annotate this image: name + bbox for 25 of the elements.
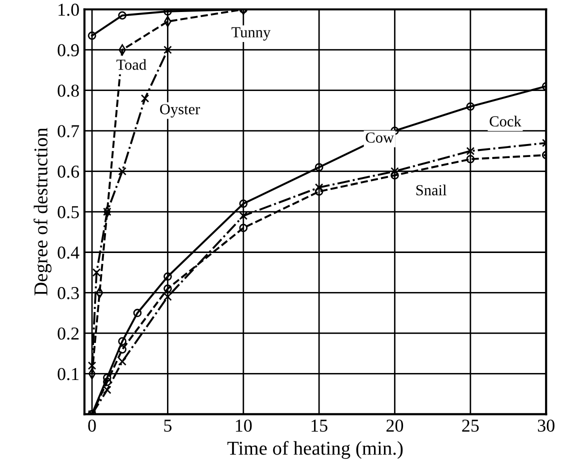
y-tick-label: 0.9 [58, 44, 79, 56]
y-tick-label: 0.8 [58, 84, 79, 97]
x-tick-label: 20 [386, 420, 404, 432]
annotation: Cow [366, 132, 394, 143]
x-tick-label: 15 [312, 420, 328, 432]
y-axis-title: Degree of destruction [34, 128, 52, 296]
annotation: Snail [416, 184, 446, 196]
y-tick-label: 0.3 [58, 286, 79, 300]
y-tick-label: 0.5 [58, 206, 79, 218]
x-axis-title: Time of heating (min.) [227, 440, 403, 459]
annotation: Toad [116, 59, 146, 70]
y-tick-label: 0.4 [58, 246, 80, 259]
y-tick-label: 1.0 [58, 4, 79, 16]
x-tick-label: 25 [462, 420, 479, 432]
y-tick-label: 0.1 [58, 368, 79, 380]
y-tick-label: 0.6 [58, 166, 80, 178]
annotation: Cock [490, 116, 522, 127]
x-tick-label: 5 [164, 420, 172, 432]
annotation: Tunny [232, 27, 271, 41]
x-tick-label: 0 [88, 420, 96, 432]
x-tick-label: 10 [236, 420, 252, 432]
y-tick-label: 0.2 [58, 327, 79, 340]
annotation: Oyster [160, 104, 200, 118]
x-tick-label: 30 [538, 420, 554, 432]
y-tick-label: 0.7 [58, 125, 80, 138]
